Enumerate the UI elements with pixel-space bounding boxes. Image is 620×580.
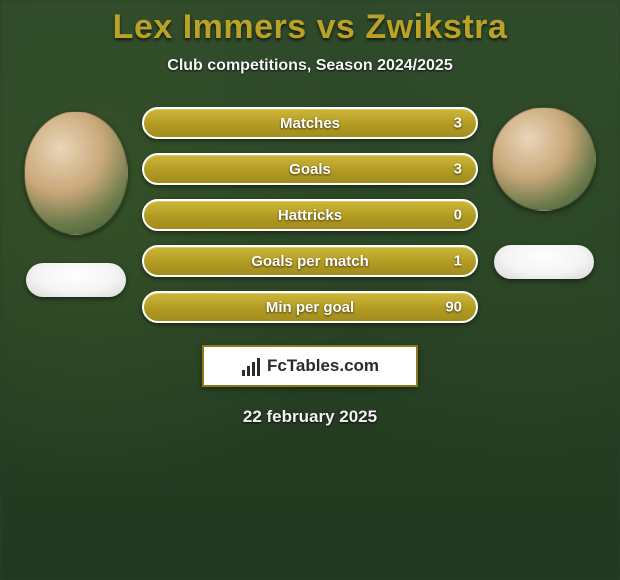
player-right-avatar (492, 107, 596, 211)
brand-box: FcTables.com (202, 345, 418, 387)
stat-label: Matches (280, 115, 340, 132)
date-label: 22 february 2025 (0, 407, 620, 427)
stat-bar-goals-per-match: Goals per match 1 (142, 245, 478, 277)
stat-label: Goals per match (251, 253, 369, 270)
content-root: Lex Immers vs Zwikstra Club competitions… (0, 0, 620, 427)
page-title: Lex Immers vs Zwikstra (0, 8, 620, 47)
player-left-club-badge (26, 263, 126, 297)
comparison-row: Matches 3 Goals 3 Hattricks 0 Goals per … (0, 107, 620, 323)
player-left-avatar (24, 111, 128, 235)
player-left-column (16, 107, 136, 297)
stat-value: 90 (445, 299, 462, 316)
stat-bar-matches: Matches 3 (142, 107, 478, 139)
stat-value: 3 (454, 115, 462, 132)
stat-bar-goals: Goals 3 (142, 153, 478, 185)
stats-bars: Matches 3 Goals 3 Hattricks 0 Goals per … (136, 107, 484, 323)
page-subtitle: Club competitions, Season 2024/2025 (0, 57, 620, 75)
stat-bar-min-per-goal: Min per goal 90 (142, 291, 478, 323)
player-right-column (484, 107, 604, 279)
stat-bar-hattricks: Hattricks 0 (142, 199, 478, 231)
stat-value: 3 (454, 161, 462, 178)
player-right-club-badge (494, 245, 594, 279)
stat-label: Hattricks (278, 207, 342, 224)
bar-chart-icon (241, 356, 261, 376)
stat-value: 0 (454, 207, 462, 224)
brand-text: FcTables.com (267, 356, 379, 376)
stat-value: 1 (454, 253, 462, 270)
stat-label: Goals (289, 161, 331, 178)
stat-label: Min per goal (266, 299, 354, 316)
